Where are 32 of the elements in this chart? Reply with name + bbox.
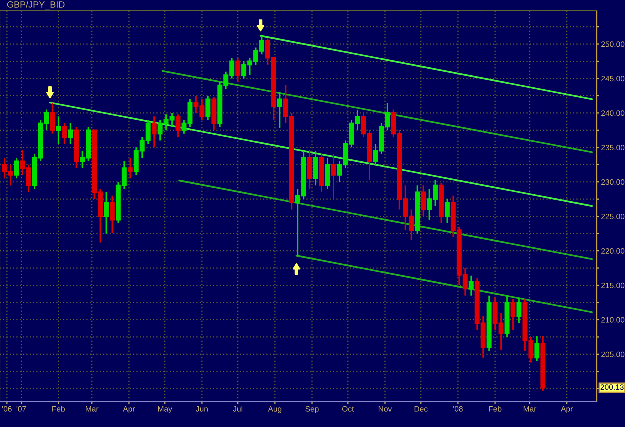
candlestick [415,184,420,235]
candlestick [444,198,450,224]
candlestick [504,294,510,338]
candlestick [510,298,516,332]
candlestick [438,182,444,224]
candlestick [50,102,56,135]
candlestick [540,336,546,392]
candlestick [62,122,68,145]
candlestick [516,297,522,324]
chart-title: GBP/JPY_BID [7,1,65,10]
candlestick [331,154,336,200]
candlestick [534,336,540,362]
candlestick [325,157,330,190]
candlestick [319,152,324,194]
candlestick [486,295,492,352]
candlestick [68,122,74,145]
candlestick [307,150,312,190]
candlestick [212,96,217,132]
candlestick [313,150,318,186]
candlestick [206,95,211,121]
candlestick [468,275,474,297]
candlestick [74,126,80,170]
candlestick [104,192,109,235]
candlestick [421,184,426,218]
candlestick [56,116,62,145]
candlestick [14,157,20,180]
candlestick [236,57,241,83]
candlestick [152,116,157,148]
candlestick [277,92,282,130]
candlestick [176,114,181,138]
candlestick [110,195,115,234]
candlestick [128,157,133,180]
